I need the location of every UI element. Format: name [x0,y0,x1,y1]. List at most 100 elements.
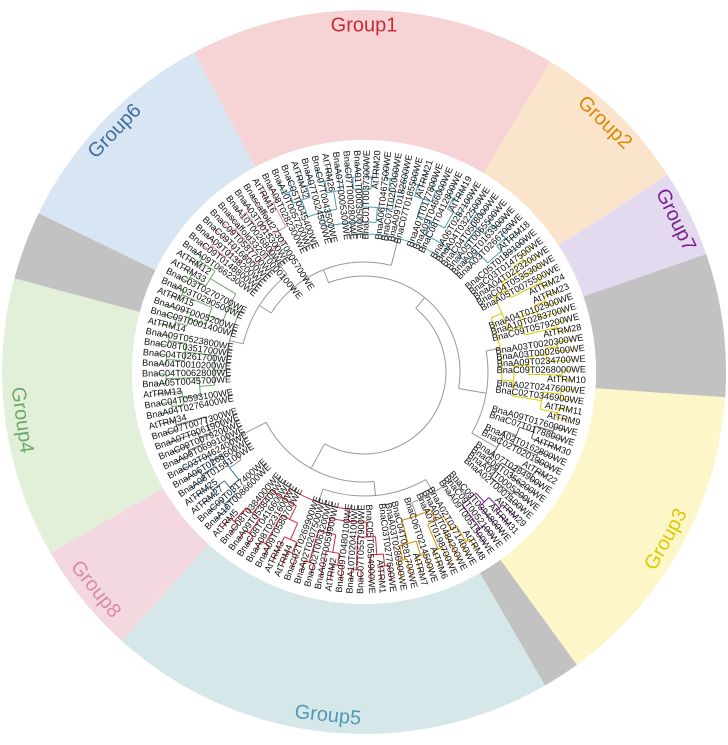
branch [165,303,191,314]
branch [234,229,254,250]
branch [181,294,213,308]
branch [441,547,451,564]
branch [510,282,541,298]
branch [201,493,216,506]
branch [508,497,523,511]
branch [519,317,526,335]
branch [209,486,216,494]
branch [422,171,428,187]
branch [535,470,547,478]
branch [543,290,558,298]
branch [199,384,215,387]
branch [212,480,225,491]
leaf-label: BnaA01T0003500WE [352,150,365,239]
sector-unassigned [583,254,726,398]
branch [308,530,319,563]
branch [197,432,203,445]
branch [458,387,487,394]
branch [272,536,285,562]
branch [221,500,229,508]
branch [461,543,469,555]
branch [194,485,211,498]
branch [447,198,454,210]
branch [546,359,574,362]
branch [513,259,524,268]
branch [237,530,246,541]
branch [512,443,538,456]
branch [291,541,298,554]
branch [469,212,478,224]
branch [461,538,471,545]
branch [252,489,272,514]
branch [229,340,244,345]
branch [210,454,222,462]
branch [229,479,240,488]
branch [186,258,198,266]
branch [475,492,485,503]
branch [248,518,260,534]
branch [512,427,520,444]
branch [448,195,458,202]
branch [268,251,288,275]
sector-group6 [38,52,256,271]
branch [340,565,343,581]
branch [501,462,515,472]
branch [430,190,437,203]
branch [530,478,542,486]
branch [540,408,558,414]
branch [310,443,325,469]
branch [452,478,470,500]
branch [465,227,478,243]
branch [174,454,191,463]
branch [487,250,502,264]
branch [261,223,272,237]
branch [290,554,298,570]
branch [510,476,536,495]
branch [517,465,534,476]
branch [433,550,441,568]
branch [155,343,168,346]
branch [288,191,294,204]
branch [525,254,539,265]
branch [233,507,247,522]
branch [263,545,270,557]
branch [534,305,540,319]
branch [501,271,518,283]
branch [495,216,506,229]
branch [469,222,485,235]
branch [301,199,309,218]
branch [401,166,408,194]
branch [351,233,441,258]
branch [270,226,287,237]
leaf-label: AtTRM20 [370,150,382,189]
branch [520,246,534,257]
branch [214,507,229,521]
branch [486,462,497,471]
branch [440,246,448,258]
branch [168,340,187,344]
branch [231,226,240,234]
branch [352,177,354,190]
branch [183,470,200,481]
branch [290,522,299,540]
branch [556,339,572,343]
branch [189,478,205,490]
branch [551,435,563,441]
branch [318,530,336,536]
branch [320,179,330,183]
branch [223,480,236,495]
branch [469,538,477,550]
branch [501,379,514,382]
branch [330,564,334,580]
branch [170,445,188,454]
branch [166,431,198,445]
branch [414,184,419,197]
branch [524,326,558,336]
branch [224,247,235,258]
sector-group7 [558,174,707,297]
sector-group1 [194,9,551,174]
branch [534,300,546,306]
branch [245,507,260,520]
branch [228,306,240,313]
